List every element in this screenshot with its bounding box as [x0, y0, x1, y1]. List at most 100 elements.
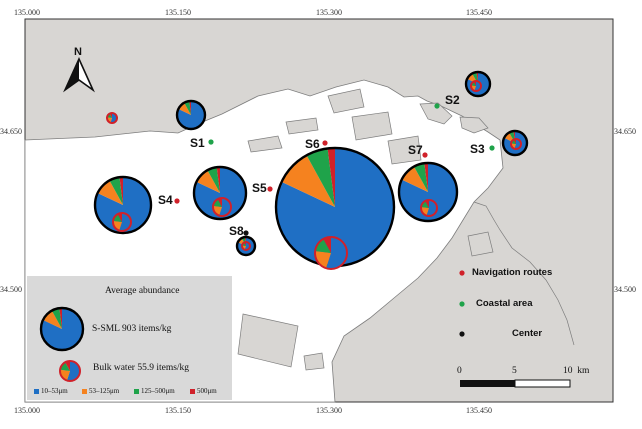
pie-s6-bulk-slice-1: [326, 237, 347, 269]
lon-tick-bottom-3: 135.300: [316, 406, 342, 415]
site-label-s1: S1: [190, 136, 205, 150]
size-swatch-1: [34, 388, 39, 394]
pie-s1-outline: [175, 99, 207, 131]
site-label-s4: S4: [158, 193, 173, 207]
pie-s8-bulk: [241, 241, 251, 251]
pie-s7-bulk-slice-2: [420, 207, 429, 216]
island-port-mid: [351, 111, 393, 141]
pie-s2-bulk-slice-1: [474, 81, 481, 91]
lat-tick-left-2: 34.500: [0, 285, 22, 294]
size-key-label-3: 125–500μm: [141, 387, 175, 395]
pie-s5-slice-2: [196, 170, 220, 193]
pie-s1-bulk-slice-1: [110, 113, 117, 123]
pie-s4-bulk-slice-4: [117, 213, 122, 222]
pie-s6-slice-2: [281, 155, 335, 207]
pie-s1-bulk-outline: [106, 112, 118, 124]
island-south-small: [303, 352, 325, 371]
north-label: N: [74, 46, 82, 58]
pie-s5-bulk-slice-2: [212, 205, 222, 216]
size-key-label-1: 10–53μm: [41, 387, 68, 395]
island-pier-b: [285, 117, 319, 135]
scale-label-5: 5: [512, 366, 517, 376]
pie-s4-slice-3: [109, 177, 123, 205]
pie-s5-bulk: [212, 197, 232, 217]
pie-s7-slice-3: [414, 163, 428, 192]
legend-bulk-label: Bulk water 55.9 items/kg: [93, 363, 190, 373]
port-islands: [237, 88, 494, 371]
scale-label-0: 0: [457, 366, 462, 376]
scale-bar: [460, 379, 571, 388]
pie-s6-slice-4: [327, 148, 335, 207]
size-key-3: 125–500μm: [134, 387, 175, 395]
lat-tick-left-1: 34.650: [0, 127, 22, 136]
lon-tick-bottom-2: 135.150: [165, 406, 191, 415]
pie-s5-bulk-slice-1: [219, 198, 231, 216]
pie-s4-bulk-slice-1: [119, 213, 131, 232]
lon-tick-1: 135.000: [14, 8, 40, 17]
north-arrow-icon: [63, 57, 95, 93]
pie-s1-bulk: [106, 112, 118, 124]
size-swatch-4: [190, 388, 195, 394]
site-point-s2: [434, 103, 440, 109]
pie-s3-bulk: [510, 138, 522, 150]
abundance-pies: [93, 70, 529, 270]
pie-s1-slice-1: [176, 101, 205, 129]
site-point-s1: [208, 139, 214, 145]
pie-s2-bulk-slice-2: [470, 85, 476, 91]
site-label-s5: S5: [252, 181, 267, 195]
lon-tick-bottom-1: 135.000: [14, 406, 40, 415]
site-point-s7: [422, 152, 428, 158]
pie-s7-bulk-slice-4: [425, 200, 429, 208]
size-key-1: 10–53μm: [34, 387, 68, 395]
pie-s7: [397, 161, 459, 223]
pie-s1-slice-3: [184, 101, 191, 115]
pie-s4-bulk: [112, 212, 132, 232]
pie-s7-slice-4: [424, 163, 428, 192]
pie-s5-slice-4: [216, 167, 220, 193]
pie-s4-outline: [93, 175, 153, 235]
size-swatch-3: [134, 388, 139, 394]
pie-s7-bulk: [420, 199, 438, 217]
pie-s4-slice-2: [97, 180, 123, 205]
island-port-right: [387, 135, 422, 165]
pie-s7-slice-1: [398, 163, 457, 221]
pie-s5-outline: [192, 165, 248, 221]
pie-s2-outline: [464, 70, 492, 98]
pie-s3-bulk-slice-1: [514, 139, 521, 149]
pie-s7-outline: [397, 161, 459, 223]
pie-s6-bulk-slice-2: [315, 250, 331, 269]
pie-s4-bulk-slice-2: [112, 220, 122, 231]
size-key-2: 53–125μm: [82, 387, 119, 395]
pie-s1: [175, 99, 207, 131]
lon-tick-4: 135.450: [466, 8, 492, 17]
pie-s4-bulk-outline: [112, 212, 132, 232]
scale-label-10: 10 km: [563, 366, 590, 376]
pie-s2-bulk-outline: [470, 80, 482, 92]
size-swatch-2: [82, 388, 87, 394]
pie-s4-slice-1: [94, 177, 151, 234]
site-label-s2: S2: [445, 93, 460, 107]
pie-s3-bulk-outline: [510, 138, 522, 150]
size-key-label-2: 53–125μm: [89, 387, 120, 395]
pie-s7-slice-2: [401, 166, 428, 192]
pie-s6: [274, 146, 396, 268]
legend-ssml-label: S-SML 903 items/kg: [92, 324, 172, 334]
site-type-coastal: Coastal area: [476, 298, 533, 309]
pie-s2-bulk: [470, 80, 482, 92]
lon-tick-3: 135.300: [316, 8, 342, 17]
pie-s7-bulk-outline: [420, 199, 438, 217]
site-label-s6: S6: [305, 137, 320, 151]
pie-s8-bulk-outline: [241, 241, 251, 251]
lon-tick-bottom-4: 135.450: [466, 406, 492, 415]
site-label-s3: S3: [470, 142, 485, 156]
pie-s5-bulk-outline: [212, 197, 232, 217]
island-southeast: [467, 231, 494, 257]
island-port-upper: [327, 88, 365, 114]
island-east-pier: [419, 102, 453, 125]
pie-s6-bulk: [314, 236, 348, 270]
pie-s6-slice-3: [306, 148, 335, 207]
pie-s6-slice-1: [276, 148, 395, 266]
pie-s5-slice-1: [193, 167, 246, 219]
island-pier-a: [247, 135, 283, 153]
pie-s4: [93, 175, 153, 235]
